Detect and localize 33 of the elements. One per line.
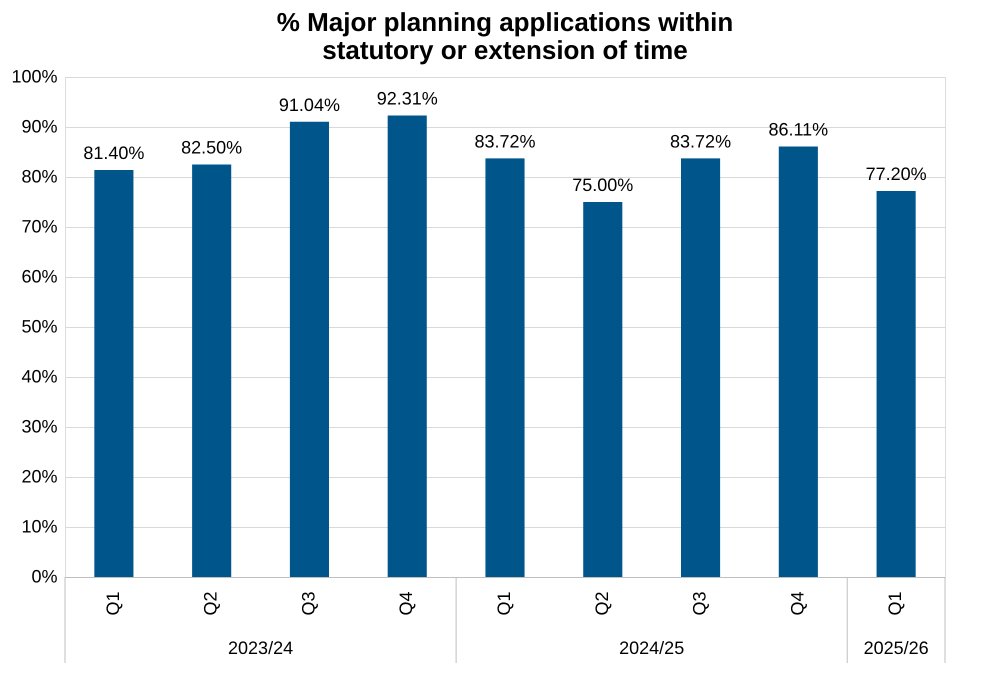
y-tick-label: 100% xyxy=(11,66,58,86)
x-tick-label: Q1 xyxy=(885,592,906,616)
data-label: 83.72% xyxy=(670,131,732,152)
x-tick-label: Q1 xyxy=(102,592,123,616)
y-tick-label: 40% xyxy=(21,366,58,386)
text: 2025/26 xyxy=(864,638,929,658)
y-tick-label: 10% xyxy=(21,516,58,536)
y-tick-label: 70% xyxy=(21,216,58,236)
data-label: 91.04% xyxy=(278,94,340,115)
y-tick-label: 60% xyxy=(21,266,58,286)
data-label: 92.31% xyxy=(376,88,438,108)
x-tick-label: Q1 xyxy=(494,592,514,616)
data-label: 83.72% xyxy=(474,131,536,152)
y-tick-label: 30% xyxy=(21,416,58,436)
x-tick-label: Q2 xyxy=(592,592,612,616)
text: 2024/25 xyxy=(619,638,684,658)
y-tick-label: 50% xyxy=(21,316,58,336)
x-tick-label: Q4 xyxy=(396,592,416,616)
data-label: 81.40% xyxy=(83,143,144,163)
y-tick-label: 20% xyxy=(21,466,58,486)
data-label: 75.00% xyxy=(572,175,634,195)
data-label: 77.20% xyxy=(866,164,927,184)
data-label: 82.50% xyxy=(181,138,242,158)
x-tick-label: Q3 xyxy=(690,592,710,616)
x-tick-label: Q2 xyxy=(200,592,221,616)
y-tick-label: 90% xyxy=(21,116,58,136)
y-tick-label: 80% xyxy=(21,166,58,186)
x-tick-label: Q4 xyxy=(787,592,808,616)
data-label: 86.11% xyxy=(768,119,828,140)
chart-title: % Major planning applications within statutory or extension of time xyxy=(276,7,734,65)
x-tick-label: Q3 xyxy=(298,592,318,616)
y-tick-label: 0% xyxy=(31,566,58,586)
text: 2023/24 xyxy=(228,638,294,658)
